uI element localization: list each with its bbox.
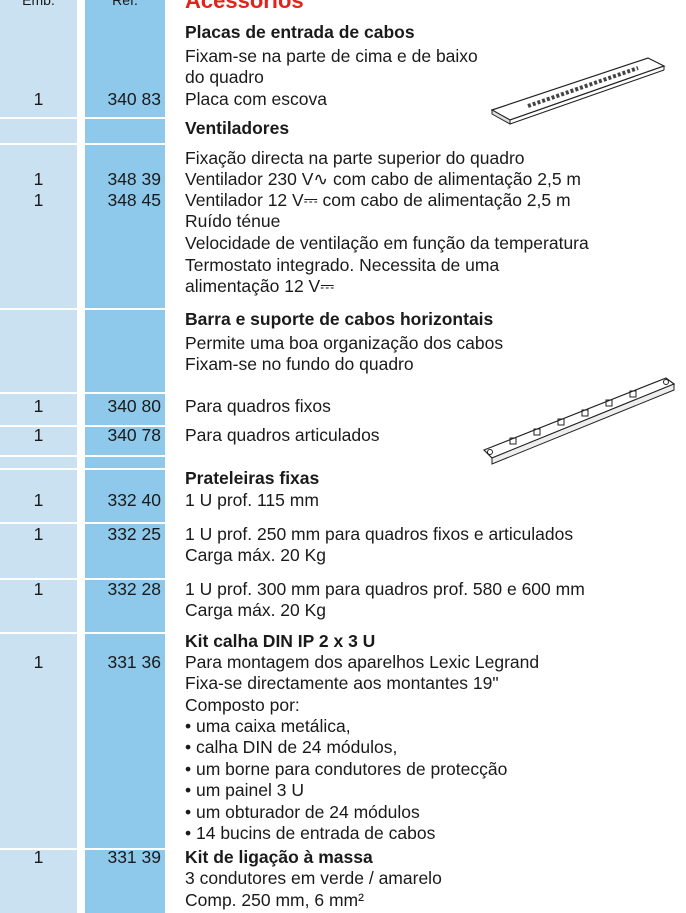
emb-value: 1 (33, 169, 44, 189)
item-heading: Kit de ligação à massa (185, 847, 373, 867)
item-text: Carga máx. 20 Kg (185, 600, 327, 620)
row-separator (0, 308, 165, 310)
emb-value: 1 (33, 190, 44, 210)
item-heading: Placas de entrada de cabos (185, 22, 415, 42)
item-text: • calha DIN de 24 módulos, (185, 737, 398, 757)
item-text: 1 U prof. 300 mm para quadros prof. 580 … (185, 579, 585, 599)
row-separator (0, 848, 165, 850)
row-separator (0, 468, 165, 470)
emb-header: Emb. (22, 0, 55, 8)
item-text: Fixam-se na parte de cima e de baixo (185, 46, 478, 66)
ref-code: 340 80 (107, 396, 161, 416)
emb-value: 1 (33, 425, 44, 445)
emb-value: 1 (33, 89, 44, 109)
item-heading: Kit calha DIN IP 2 x 3 U (185, 631, 376, 651)
row-separator (0, 117, 165, 119)
item-text: Fixam-se no fundo do quadro (185, 354, 414, 374)
item-text: Placa com escova (185, 89, 328, 109)
row-separator (0, 392, 165, 394)
ref-code: 340 78 (107, 425, 161, 445)
cable-bar-drawing (482, 377, 676, 465)
item-text: do quadro (185, 67, 264, 87)
emb-value: 1 (33, 490, 44, 510)
row-separator (0, 522, 165, 524)
item-text: • 14 bucins de entrada de cabos (185, 823, 436, 843)
ref-code: 332 28 (107, 579, 161, 599)
ref-code: 332 25 (107, 524, 161, 544)
item-text: alimentação 12 V⎓ (185, 276, 335, 296)
item-text: 3 condutores em verde / amarelo (185, 868, 442, 888)
row-separator (0, 578, 165, 580)
emb-value: 1 (33, 847, 44, 867)
item-text: Carga máx. 20 Kg (185, 545, 327, 565)
item-text: Velocidade de ventilação em função da te… (185, 233, 589, 253)
row-separator (0, 455, 165, 457)
ref-code: 340 83 (107, 89, 161, 109)
item-text: 1 U prof. 115 mm (185, 490, 319, 510)
row-separator (0, 632, 165, 634)
row-separator (0, 143, 165, 145)
item-text: Composto por: (185, 695, 300, 715)
section-title: Acessórios (185, 0, 304, 13)
item-text: Fixa-se directamente aos montantes 19" (185, 673, 499, 693)
item-text: Termostato integrado. Necessita de uma (185, 255, 500, 275)
ref-code: 332 40 (107, 490, 161, 510)
item-text: • um obturador de 24 módulos (185, 802, 420, 822)
item-text: Ventilador 12 V⎓ com cabo de alimentação… (185, 190, 571, 210)
item-text: Para quadros articulados (185, 425, 380, 445)
ref-code: 348 45 (107, 190, 161, 210)
item-text: Fixação directa na parte superior do qua… (185, 148, 525, 168)
emb-value: 1 (33, 579, 44, 599)
item-text: 1 U prof. 250 mm para quadros fixos e ar… (185, 524, 574, 544)
ref-code: 331 39 (107, 847, 161, 867)
ref-code: 348 39 (107, 169, 161, 189)
cable-plate-drawing (490, 57, 666, 125)
emb-value: 1 (33, 652, 44, 672)
item-text: Ruído ténue (185, 211, 281, 231)
emb-value: 1 (33, 524, 44, 544)
item-text: Para quadros fixos (185, 396, 331, 416)
item-text: • uma caixa metálica, (185, 716, 351, 736)
item-heading: Barra e suporte de cabos horizontais (185, 309, 494, 329)
item-text: Ventilador 230 V∿ com cabo de alimentaçã… (185, 169, 582, 189)
item-heading: Ventiladores (185, 118, 290, 138)
row-separator (0, 425, 165, 427)
item-text: • um painel 3 U (185, 780, 304, 800)
ref-code: 331 36 (107, 652, 161, 672)
ref-header: Ref. (112, 0, 138, 8)
item-text: Comp. 250 mm, 6 mm² (185, 890, 364, 910)
item-heading: Prateleiras fixas (185, 468, 320, 488)
item-text: Permite uma boa organização dos cabos (185, 333, 504, 353)
emb-value: 1 (33, 396, 44, 416)
item-text: • um borne para condutores de protecção (185, 759, 508, 779)
item-text: Para montagem dos aparelhos Lexic Legran… (185, 652, 540, 672)
